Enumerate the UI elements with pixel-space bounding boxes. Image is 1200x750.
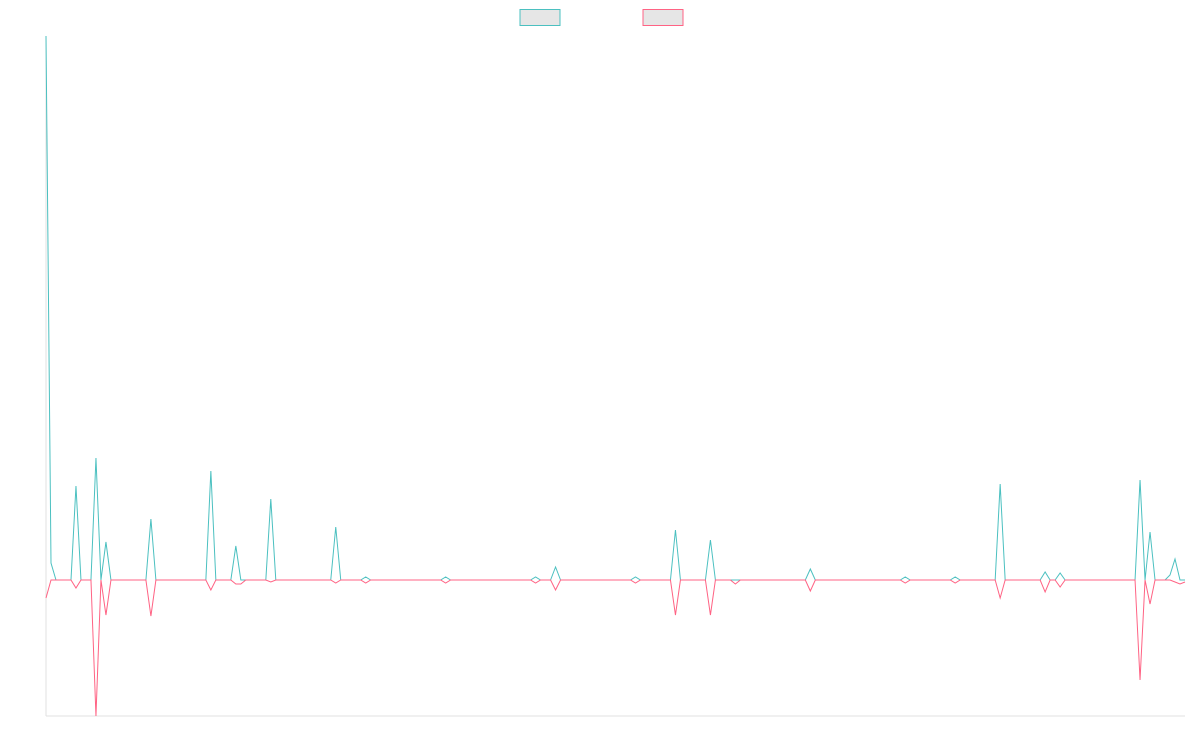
legend-box[interactable] (519, 9, 561, 26)
legend-box[interactable] (642, 9, 684, 26)
series-line (45, 579, 1186, 717)
series-line (45, 35, 1185, 581)
